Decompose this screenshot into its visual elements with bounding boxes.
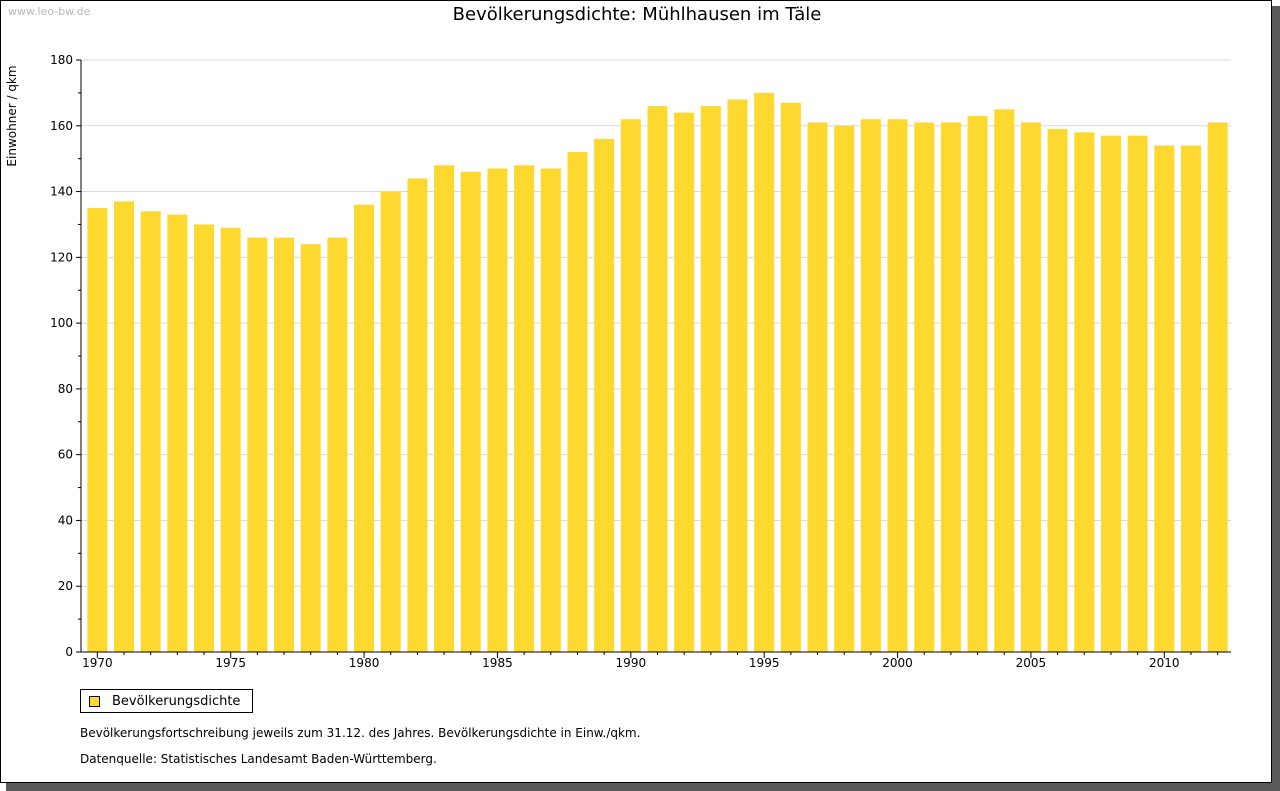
bar-2004 — [994, 109, 1015, 653]
bar-2008 — [1100, 135, 1121, 653]
bar-1976 — [247, 237, 268, 652]
x-tick-label: 1985 — [482, 656, 513, 670]
x-tick-label: 2005 — [1016, 656, 1047, 670]
bar-1986 — [514, 165, 535, 652]
bar-1990 — [620, 119, 641, 652]
bar-1993 — [700, 106, 721, 653]
bar-1998 — [834, 125, 855, 653]
bar-1985 — [487, 168, 508, 653]
x-tick-label: 2010 — [1149, 656, 1180, 670]
y-axis-label: Einwohner / qkm — [5, 65, 19, 166]
bar-1970 — [87, 208, 108, 652]
frame-shadow-bottom — [6, 783, 1280, 791]
bars — [87, 92, 1228, 653]
bar-chart: 0 20 40 60 80 100 120 140 160 180 1970 1975 1980 1985… — [5, 53, 1231, 670]
bar-1997 — [807, 122, 828, 652]
bar-1989 — [594, 138, 615, 652]
bar-1992 — [674, 112, 695, 653]
tick-labels: 0 20 40 60 80 100 120 140 160 180 1970 1975 1980 1985… — [50, 53, 1179, 670]
bar-1973 — [167, 214, 188, 653]
y-tick-label: 180 — [50, 53, 73, 67]
bar-2001 — [914, 122, 935, 652]
bar-1978 — [300, 244, 321, 652]
bar-2007 — [1074, 132, 1095, 652]
bar-1971 — [114, 201, 135, 652]
bar-2010 — [1154, 145, 1175, 652]
bar-1988 — [567, 152, 588, 653]
legend-label: Bevölkerungsdichte — [112, 693, 241, 709]
bar-1995 — [754, 92, 775, 652]
footnote-description: Bevölkerungsfortschreibung jeweils zum 3… — [80, 726, 641, 740]
x-tick-label: 1980 — [349, 656, 380, 670]
bar-1994 — [727, 99, 748, 652]
bar-1977 — [274, 237, 295, 652]
y-tick-label: 140 — [50, 185, 73, 199]
x-tick-label: 2000 — [882, 656, 913, 670]
y-tick-label: 100 — [50, 316, 73, 330]
bar-1991 — [647, 106, 668, 653]
x-tick-label: 1990 — [616, 656, 647, 670]
bar-2011 — [1180, 145, 1201, 652]
frame-shadow-right — [1272, 6, 1280, 791]
bar-1999 — [860, 119, 881, 652]
bar-1983 — [434, 165, 455, 652]
x-tick-label: 1970 — [82, 656, 113, 670]
bar-1987 — [540, 168, 561, 653]
y-tick-label: 80 — [58, 382, 73, 396]
footnote-source: Datenquelle: Statistisches Landesamt Bad… — [80, 752, 437, 766]
bar-1980 — [354, 204, 375, 652]
bar-1979 — [327, 237, 348, 652]
watermark: www.leo-bw.de — [8, 5, 91, 18]
y-tick-label: 60 — [58, 448, 73, 462]
bar-1972 — [140, 211, 161, 653]
bar-1996 — [780, 102, 801, 652]
bar-2006 — [1047, 129, 1068, 653]
bar-2002 — [940, 122, 961, 652]
y-tick-label: 0 — [65, 645, 73, 659]
bar-1984 — [460, 171, 481, 653]
legend-swatch — [89, 695, 100, 707]
bar-1975 — [220, 227, 241, 652]
x-tick-label: 1995 — [749, 656, 780, 670]
bar-2009 — [1127, 135, 1148, 653]
x-tick-label: 1975 — [215, 656, 246, 670]
y-tick-label: 160 — [50, 119, 73, 133]
bar-2000 — [887, 119, 908, 652]
bar-2003 — [967, 115, 988, 652]
axes — [76, 59, 1231, 658]
bar-1974 — [194, 224, 215, 652]
y-tick-label: 20 — [58, 579, 73, 593]
bar-2012 — [1207, 122, 1228, 652]
y-tick-label: 120 — [50, 250, 73, 264]
bar-1981 — [380, 191, 401, 653]
legend: Bevölkerungsdichte — [80, 689, 254, 713]
y-tick-label: 40 — [58, 513, 73, 527]
chart-title: Bevölkerungsdichte: Mühlhausen im Täle — [452, 4, 822, 25]
bar-2005 — [1020, 122, 1041, 652]
bar-1982 — [407, 178, 428, 652]
